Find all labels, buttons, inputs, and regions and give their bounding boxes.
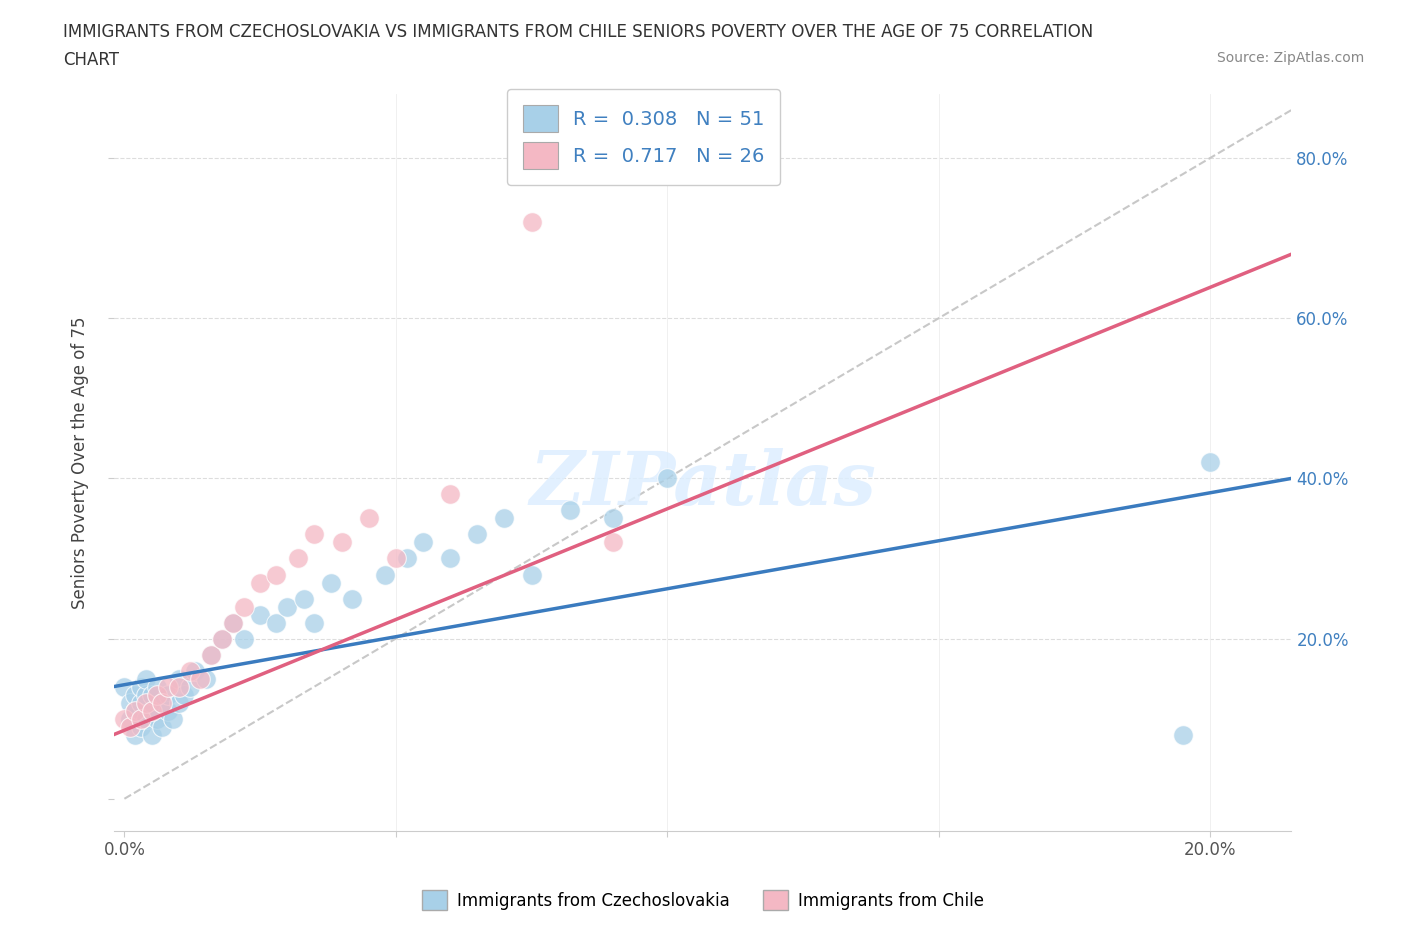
Point [395,551,418,566]
Point [167,696,190,711]
Point [135,696,157,711]
Point [124,703,146,718]
Text: IMMIGRANTS FROM CZECHOSLOVAKIA VS IMMIGRANTS FROM CHILE SENIORS POVERTY OVER THE: IMMIGRANTS FROM CZECHOSLOVAKIA VS IMMIGR… [63,23,1094,41]
Point [200,647,222,662]
Text: CHART: CHART [63,51,120,69]
Point [330,535,353,550]
Point [520,567,543,582]
Point [124,687,146,702]
Point [602,535,624,550]
Point [146,687,169,702]
Point [141,687,163,702]
Point [146,711,169,726]
Point [124,703,146,718]
Point [179,663,201,678]
Point [249,575,271,590]
Point [179,679,201,694]
Point [135,671,157,686]
Point [232,631,254,646]
Point [494,511,516,525]
Point [118,719,141,734]
Point [222,615,245,630]
Point [129,711,152,726]
Point [152,696,174,711]
Point [266,567,288,582]
Point [439,551,461,566]
Point [152,719,174,734]
Point [276,599,298,614]
Point [156,703,179,718]
Point [141,703,163,718]
Point [249,607,271,622]
Point [520,215,543,230]
Point [342,591,364,606]
Point [141,727,163,742]
Point [287,551,309,566]
Point [200,647,222,662]
Y-axis label: Seniors Poverty Over the Age of 75: Seniors Poverty Over the Age of 75 [72,316,89,608]
Text: ZIPatlas: ZIPatlas [529,448,876,521]
Point [385,551,408,566]
Point [112,711,135,726]
Point [222,615,245,630]
Point [112,679,135,694]
Point [118,696,141,711]
Point [439,487,461,502]
Point [304,615,326,630]
Point [141,703,163,718]
Text: Source: ZipAtlas.com: Source: ZipAtlas.com [1216,51,1364,65]
Point [129,719,152,734]
Point [184,663,207,678]
Point [211,631,233,646]
Point [124,727,146,742]
Point [1199,455,1222,470]
Point [558,503,581,518]
Point [167,679,190,694]
Point [266,615,288,630]
Point [412,535,434,550]
Point [162,711,184,726]
Point [1171,727,1194,742]
Legend: R =  0.308   N = 51, R =  0.717   N = 26: R = 0.308 N = 51, R = 0.717 N = 26 [508,89,780,185]
Point [135,687,157,702]
Point [156,679,179,694]
Point [211,631,233,646]
Point [152,696,174,711]
Point [156,687,179,702]
Point [173,687,195,702]
Point [190,671,212,686]
Point [292,591,315,606]
Point [146,679,169,694]
Point [232,599,254,614]
Point [357,511,380,525]
Point [129,679,152,694]
Point [657,471,679,485]
Point [465,527,488,542]
Point [129,696,152,711]
Legend: Immigrants from Czechoslovakia, Immigrants from Chile: Immigrants from Czechoslovakia, Immigran… [415,884,991,917]
Point [602,511,624,525]
Point [118,711,141,726]
Point [194,671,217,686]
Point [374,567,396,582]
Point [135,711,157,726]
Point [167,671,190,686]
Point [304,527,326,542]
Point [319,575,342,590]
